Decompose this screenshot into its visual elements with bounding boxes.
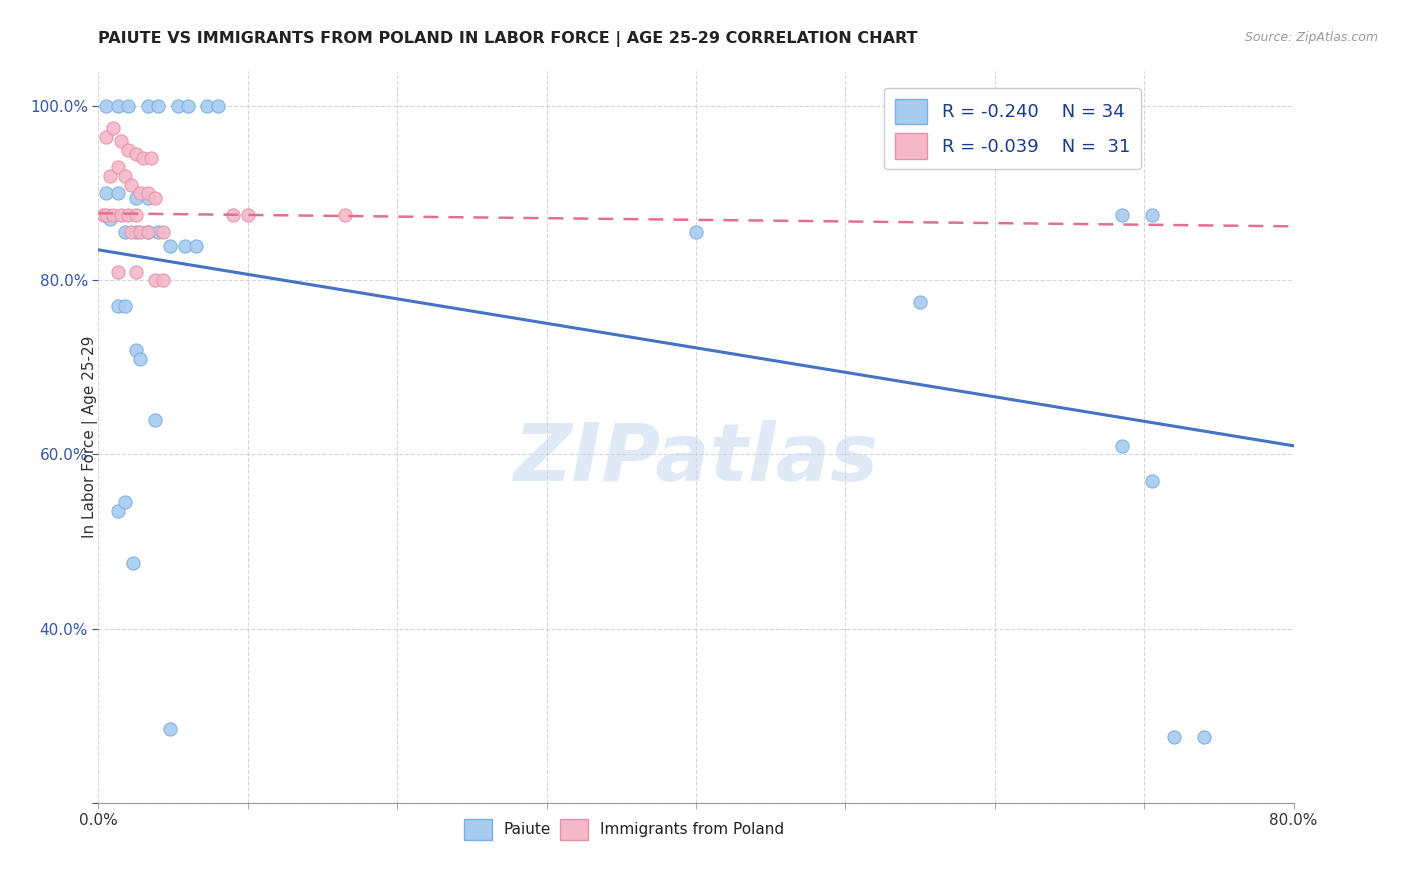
Point [159, 722, 181, 736]
Point [107, 504, 129, 518]
Point [107, 160, 129, 174]
Point [125, 191, 148, 205]
Point [1111, 439, 1133, 453]
Point [148, 226, 170, 240]
Point [114, 169, 136, 183]
Point [129, 351, 152, 366]
Point [114, 226, 136, 240]
Text: PAIUTE VS IMMIGRANTS FROM POLAND IN LABOR FORCE | AGE 25-29 CORRELATION CHART: PAIUTE VS IMMIGRANTS FROM POLAND IN LABO… [98, 31, 918, 47]
Point [236, 208, 259, 222]
Text: Source: ZipAtlas.com: Source: ZipAtlas.com [1244, 31, 1378, 45]
Point [91, 208, 114, 222]
Point [139, 152, 162, 166]
Point [110, 208, 132, 222]
Point [98, 212, 122, 227]
Point [197, 99, 219, 113]
Point [143, 412, 166, 426]
Point [152, 273, 174, 287]
Point [125, 208, 148, 222]
Point [114, 495, 136, 509]
Point [98, 169, 122, 183]
Point [143, 191, 166, 205]
Point [166, 99, 188, 113]
Point [333, 208, 356, 222]
Point [1111, 208, 1133, 222]
Point [136, 226, 159, 240]
Point [222, 208, 245, 222]
Point [136, 226, 159, 240]
Point [207, 99, 229, 113]
Y-axis label: In Labor Force | Age 25-29: In Labor Force | Age 25-29 [82, 336, 98, 538]
Point [117, 99, 139, 113]
Point [129, 226, 152, 240]
Text: ZIPatlas: ZIPatlas [513, 420, 879, 498]
Point [1140, 474, 1163, 488]
Point [1140, 208, 1163, 222]
Point [685, 226, 707, 240]
Point [114, 300, 136, 314]
Point [107, 99, 129, 113]
Point [129, 186, 152, 201]
Point [103, 120, 125, 135]
Point [120, 226, 142, 240]
Point [121, 557, 143, 571]
Point [143, 273, 166, 287]
Point [136, 186, 159, 201]
Point [94, 208, 117, 222]
Point [132, 152, 155, 166]
Point [184, 238, 207, 252]
Point [1192, 731, 1215, 745]
Point [125, 226, 148, 240]
Point [110, 134, 132, 148]
Point [136, 191, 159, 205]
Point [103, 208, 125, 222]
Point [94, 129, 117, 144]
Point [152, 226, 174, 240]
Point [148, 99, 170, 113]
Point [174, 238, 197, 252]
Point [107, 300, 129, 314]
Point [107, 265, 129, 279]
Point [159, 238, 181, 252]
Point [117, 143, 139, 157]
Point [125, 265, 148, 279]
Point [125, 343, 148, 357]
Point [1163, 731, 1185, 745]
Point [117, 208, 139, 222]
Point [94, 186, 117, 201]
Point [94, 99, 117, 113]
Point [107, 186, 129, 201]
Point [177, 99, 200, 113]
Point [125, 147, 148, 161]
Legend: Paiute, Immigrants from Poland: Paiute, Immigrants from Poland [458, 813, 790, 847]
Point [908, 295, 931, 310]
Point [120, 178, 142, 192]
Point [136, 99, 159, 113]
